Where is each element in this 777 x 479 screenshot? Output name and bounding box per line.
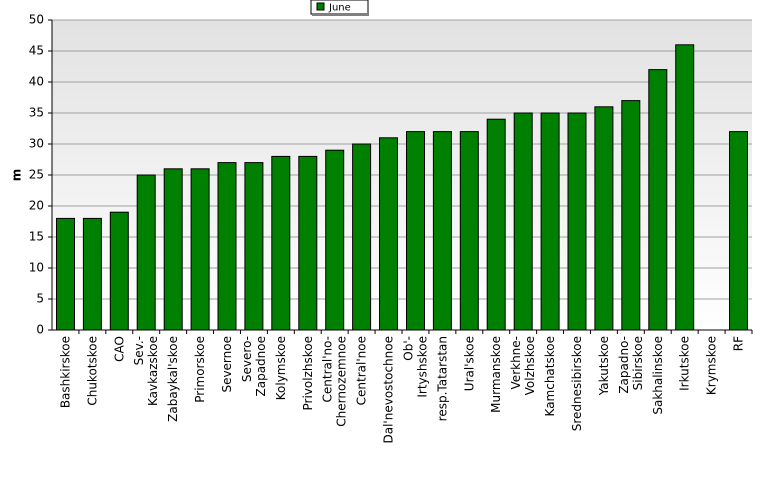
x-tick-label: Central'noe [355, 336, 369, 405]
y-tick-label: 30 [29, 137, 44, 151]
x-tick-label: Ob'- [402, 336, 416, 361]
y-axis-ticks: 0 5 10 15 20 25 30 35 40 45 50 [29, 13, 52, 337]
y-tick-label: 45 [29, 44, 44, 58]
y-tick-label: 25 [29, 168, 44, 182]
bar [648, 69, 668, 331]
bar [298, 155, 318, 331]
y-tick-label: 50 [29, 13, 44, 27]
bar [190, 168, 210, 331]
x-tick-label: CAO [112, 336, 126, 362]
x-tick-label: resp.Tatarstan [435, 336, 449, 421]
x-tick-label: Chukotskoe [85, 336, 99, 406]
x-tick-label: Dal'nevostochnoe [382, 336, 396, 444]
bar [675, 44, 695, 331]
bars [56, 44, 748, 331]
bar [594, 106, 614, 331]
bar [432, 131, 452, 331]
y-tick-label: 20 [29, 199, 44, 213]
bar [82, 217, 102, 331]
x-tick-label: Sev.- [132, 336, 146, 365]
x-tick-label: Kolymskoe [274, 336, 288, 400]
y-tick-label: 10 [29, 261, 44, 275]
x-tick-label: Irkutskoe [678, 336, 692, 391]
bar [271, 155, 291, 331]
bar [729, 131, 748, 331]
x-tick-label: Irtyshskoe [416, 336, 430, 398]
x-tick-label: RF [732, 336, 746, 351]
x-axis-ticks: Bashkirskoe Chukotskoe CAO Sev.- Kavkazskoe Z… [59, 330, 753, 444]
bar [459, 131, 479, 331]
bar [217, 162, 237, 331]
legend-label-june: June [328, 3, 351, 14]
x-tick-label: Severo- [240, 336, 254, 382]
x-tick-label: Srednesibirskoe [570, 336, 584, 431]
bar [486, 118, 506, 331]
legend[interactable]: June [310, 0, 369, 16]
bar [352, 143, 372, 331]
bar [136, 174, 156, 331]
x-tick-label: Sibirskoe [631, 336, 645, 390]
bar [621, 100, 641, 331]
bar [325, 149, 345, 331]
x-tick-label: Zabaykal'skoe [166, 336, 180, 422]
x-tick-label: Primorskoe [193, 336, 207, 403]
y-tick-label: 15 [29, 230, 44, 244]
y-axis-label: m [10, 169, 24, 182]
bar [163, 168, 183, 331]
x-tick-label: Verkhne- [509, 336, 523, 389]
x-tick-label: Central'no- [321, 336, 335, 403]
x-tick-label: Volzhskoe [523, 336, 537, 395]
bar [379, 137, 398, 331]
bar [406, 131, 425, 331]
bar [109, 211, 129, 331]
x-tick-label: Privolzhskoe [301, 336, 315, 410]
x-tick-label: Sakhalinskoe [651, 336, 665, 415]
x-tick-label: Yakutskoe [597, 336, 611, 396]
x-tick-label: Chernozemnoe [335, 336, 349, 427]
x-tick-label: Zapadnoe [254, 336, 268, 397]
bar [244, 162, 264, 331]
x-tick-label: Severnoe [220, 336, 234, 393]
y-tick-label: 40 [29, 75, 44, 89]
x-tick-label: Ural'skoe [462, 336, 476, 391]
x-tick-label: Bashkirskoe [59, 336, 73, 408]
bar [56, 217, 75, 331]
y-tick-label: 0 [36, 323, 44, 337]
legend-swatch-june [316, 2, 325, 11]
bar [567, 112, 587, 331]
x-tick-label: Zapadno- [617, 336, 631, 394]
bar [513, 112, 533, 331]
bar [540, 112, 560, 331]
y-tick-label: 35 [29, 106, 44, 120]
x-tick-label: Kavkazskoe [146, 336, 160, 406]
y-tick-label: 5 [36, 292, 44, 306]
x-tick-label: Krymskoe [705, 336, 719, 395]
x-tick-label: Kamchatskoe [543, 336, 557, 416]
x-tick-label: Murmanskoe [489, 336, 503, 413]
